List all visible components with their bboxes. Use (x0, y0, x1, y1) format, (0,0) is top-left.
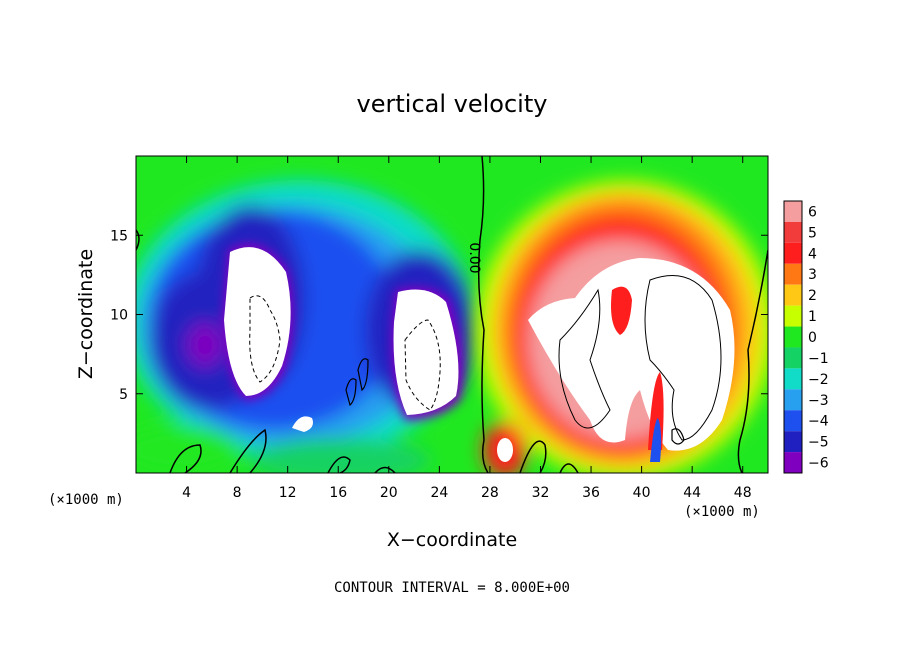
x-tick-label: 20 (380, 485, 398, 501)
colorbar-label: 0 (808, 330, 817, 346)
colorbar-frame (783, 200, 803, 474)
colorbar-label: 1 (808, 309, 817, 325)
downdraft-saturated-right (393, 289, 459, 415)
colorbar-swatch (784, 201, 802, 222)
colorbar-label: −2 (808, 372, 829, 388)
y-tick-label: 10 (110, 308, 128, 324)
x-tick-label: 8 (233, 485, 242, 501)
colorbar-label: 5 (808, 225, 817, 241)
colorbar-swatch (784, 242, 802, 264)
colorbar-label: −3 (808, 393, 829, 409)
colorbar-label: −5 (808, 435, 829, 451)
colorbar-swatch (784, 368, 802, 390)
colorbar-swatch (784, 284, 802, 306)
updraft-blue-intrusion (650, 418, 662, 462)
x-tick-label: 36 (582, 485, 600, 501)
zero-contour (477, 156, 489, 473)
colorbar-swatch (784, 410, 802, 432)
colorbar-swatch (784, 452, 802, 473)
colorbar-swatch (784, 347, 802, 369)
colorbar-swatch (784, 305, 802, 327)
colorbar-label: 4 (808, 246, 817, 262)
y-axis: 5 10 15 (110, 228, 768, 403)
zero-contour-west (136, 229, 140, 251)
colorbar-label: 2 (808, 288, 817, 304)
colorbar-swatch (784, 326, 802, 348)
x-tick-label: 32 (532, 485, 550, 501)
zero-contour-islands (345, 358, 685, 445)
colorbar-swatch (784, 263, 802, 285)
colorbar-label: 3 (808, 267, 817, 283)
updraft-inner-core (611, 286, 632, 335)
contour-interval-footer: CONTOUR INTERVAL = 8.000E+00 (334, 580, 570, 596)
y-axis-label: Z−coordinate (75, 249, 97, 379)
colorbar: 6 5 4 3 2 1 0 −1 −2 −3 −4 −5 −6 (783, 200, 829, 474)
x-axis: 4 8 12 16 20 24 28 32 36 40 44 48 (182, 156, 752, 501)
downdraft-saturated-tail (292, 416, 313, 432)
downdraft-saturated-left (224, 247, 291, 396)
x-tick-label: 16 (329, 485, 347, 501)
x-tick-label: 40 (633, 485, 651, 501)
colorbar-swatch (784, 221, 802, 243)
updraft-solid-contour (558, 275, 722, 441)
updraft-small-cell (497, 438, 513, 462)
x-unit-label-left: (×1000 m) (48, 492, 124, 508)
x-tick-label: 12 (279, 485, 297, 501)
x-axis-label: X−coordinate (387, 529, 517, 551)
y-tick-label: 15 (110, 228, 128, 244)
colorbar-label: 6 (808, 204, 817, 220)
updraft-saturated (528, 258, 735, 451)
y-tick-label: 5 (119, 387, 128, 403)
zero-contour-east (737, 249, 768, 473)
x-tick-label: 4 (182, 485, 191, 501)
downdraft-dashed-contour-left (249, 295, 281, 383)
x-tick-label: 44 (683, 485, 701, 501)
colorbar-label: −1 (808, 351, 829, 367)
downdraft-dashed-contour-right (404, 319, 441, 411)
chart-title: vertical velocity (357, 90, 548, 118)
x-unit-label-right: (×1000 m) (684, 504, 760, 520)
zero-contour-floor (169, 428, 579, 473)
contour-label: 0.00 (466, 242, 482, 273)
colorbar-swatch (784, 431, 802, 453)
plot-area: 0.00 (136, 156, 768, 473)
x-tick-label: 48 (734, 485, 752, 501)
x-tick-label: 28 (481, 485, 499, 501)
colorbar-swatch (784, 389, 802, 411)
colorbar-label: −6 (808, 456, 829, 472)
x-tick-label: 24 (430, 485, 448, 501)
colorbar-label: −4 (808, 414, 829, 430)
